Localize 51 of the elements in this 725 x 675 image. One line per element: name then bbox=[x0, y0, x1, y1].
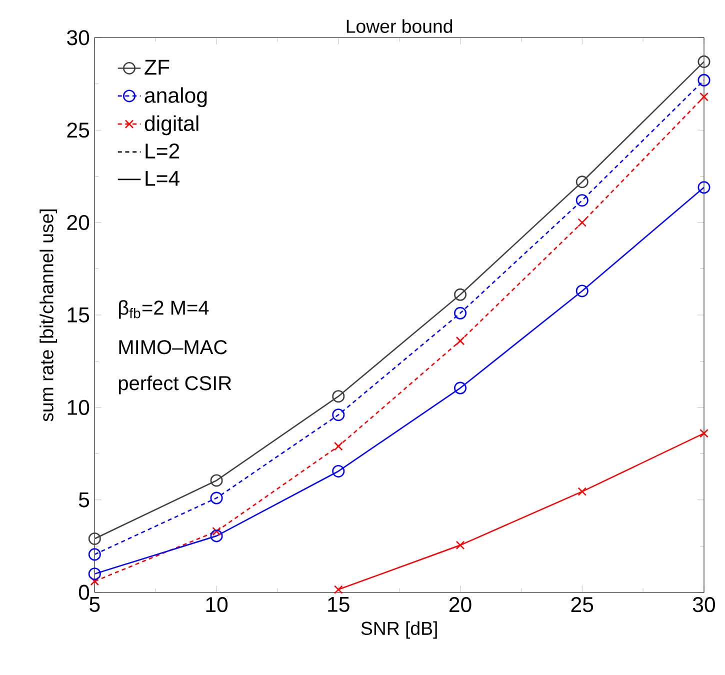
legend-label: digital bbox=[144, 115, 198, 136]
point bbox=[456, 540, 465, 550]
point bbox=[334, 585, 343, 594]
legend-label: L=4 bbox=[146, 171, 180, 186]
y-axis-title: sum rate [bit/channel use] bbox=[40, 210, 58, 422]
point bbox=[700, 428, 708, 438]
point bbox=[90, 576, 100, 586]
point bbox=[700, 92, 708, 102]
point bbox=[332, 464, 345, 478]
point bbox=[88, 532, 101, 545]
point bbox=[210, 530, 223, 542]
x-tick-label: 20 bbox=[449, 597, 472, 612]
legend-label: analog bbox=[144, 87, 207, 108]
point bbox=[88, 568, 101, 580]
point bbox=[576, 176, 588, 188]
point bbox=[334, 442, 343, 451]
point bbox=[454, 288, 467, 301]
point bbox=[332, 408, 345, 422]
x-tick-label: 25 bbox=[571, 597, 594, 612]
point bbox=[698, 55, 710, 68]
y-tick-label: 0 bbox=[78, 584, 90, 600]
annotation: perfect CSIR bbox=[118, 376, 232, 394]
y-tick-label: 10 bbox=[68, 400, 90, 415]
x-axis-title: SNR [dB] bbox=[361, 621, 437, 639]
x-tick-label: 15 bbox=[328, 597, 350, 612]
point bbox=[698, 74, 710, 86]
point bbox=[456, 336, 465, 346]
point bbox=[576, 194, 588, 207]
y-tick-label: 25 bbox=[67, 122, 90, 138]
legend-label: ZF bbox=[144, 60, 170, 75]
legend-label: L=2 bbox=[146, 144, 180, 158]
point bbox=[578, 487, 587, 496]
point bbox=[332, 390, 345, 403]
y-tick-label: 30 bbox=[67, 30, 90, 46]
y-tick-label: 5 bbox=[78, 492, 90, 508]
x-tick-label: 5 bbox=[90, 597, 100, 612]
point bbox=[578, 218, 587, 227]
point bbox=[210, 474, 223, 487]
x-tick-label: 30 bbox=[692, 597, 716, 612]
point bbox=[454, 382, 467, 394]
point bbox=[210, 492, 223, 504]
x-tick-label: 10 bbox=[206, 597, 228, 612]
annotation: MIMO–MAC bbox=[119, 340, 227, 354]
point bbox=[698, 181, 710, 194]
point bbox=[88, 548, 101, 561]
annotation: β$_{fb}$=2 M=4 bbox=[119, 300, 209, 319]
point bbox=[454, 306, 467, 320]
point bbox=[576, 284, 588, 298]
chart-title: Lower bound bbox=[346, 19, 452, 33]
y-tick-label: 15 bbox=[68, 308, 90, 322]
y-tick-label: 20 bbox=[67, 215, 90, 230]
